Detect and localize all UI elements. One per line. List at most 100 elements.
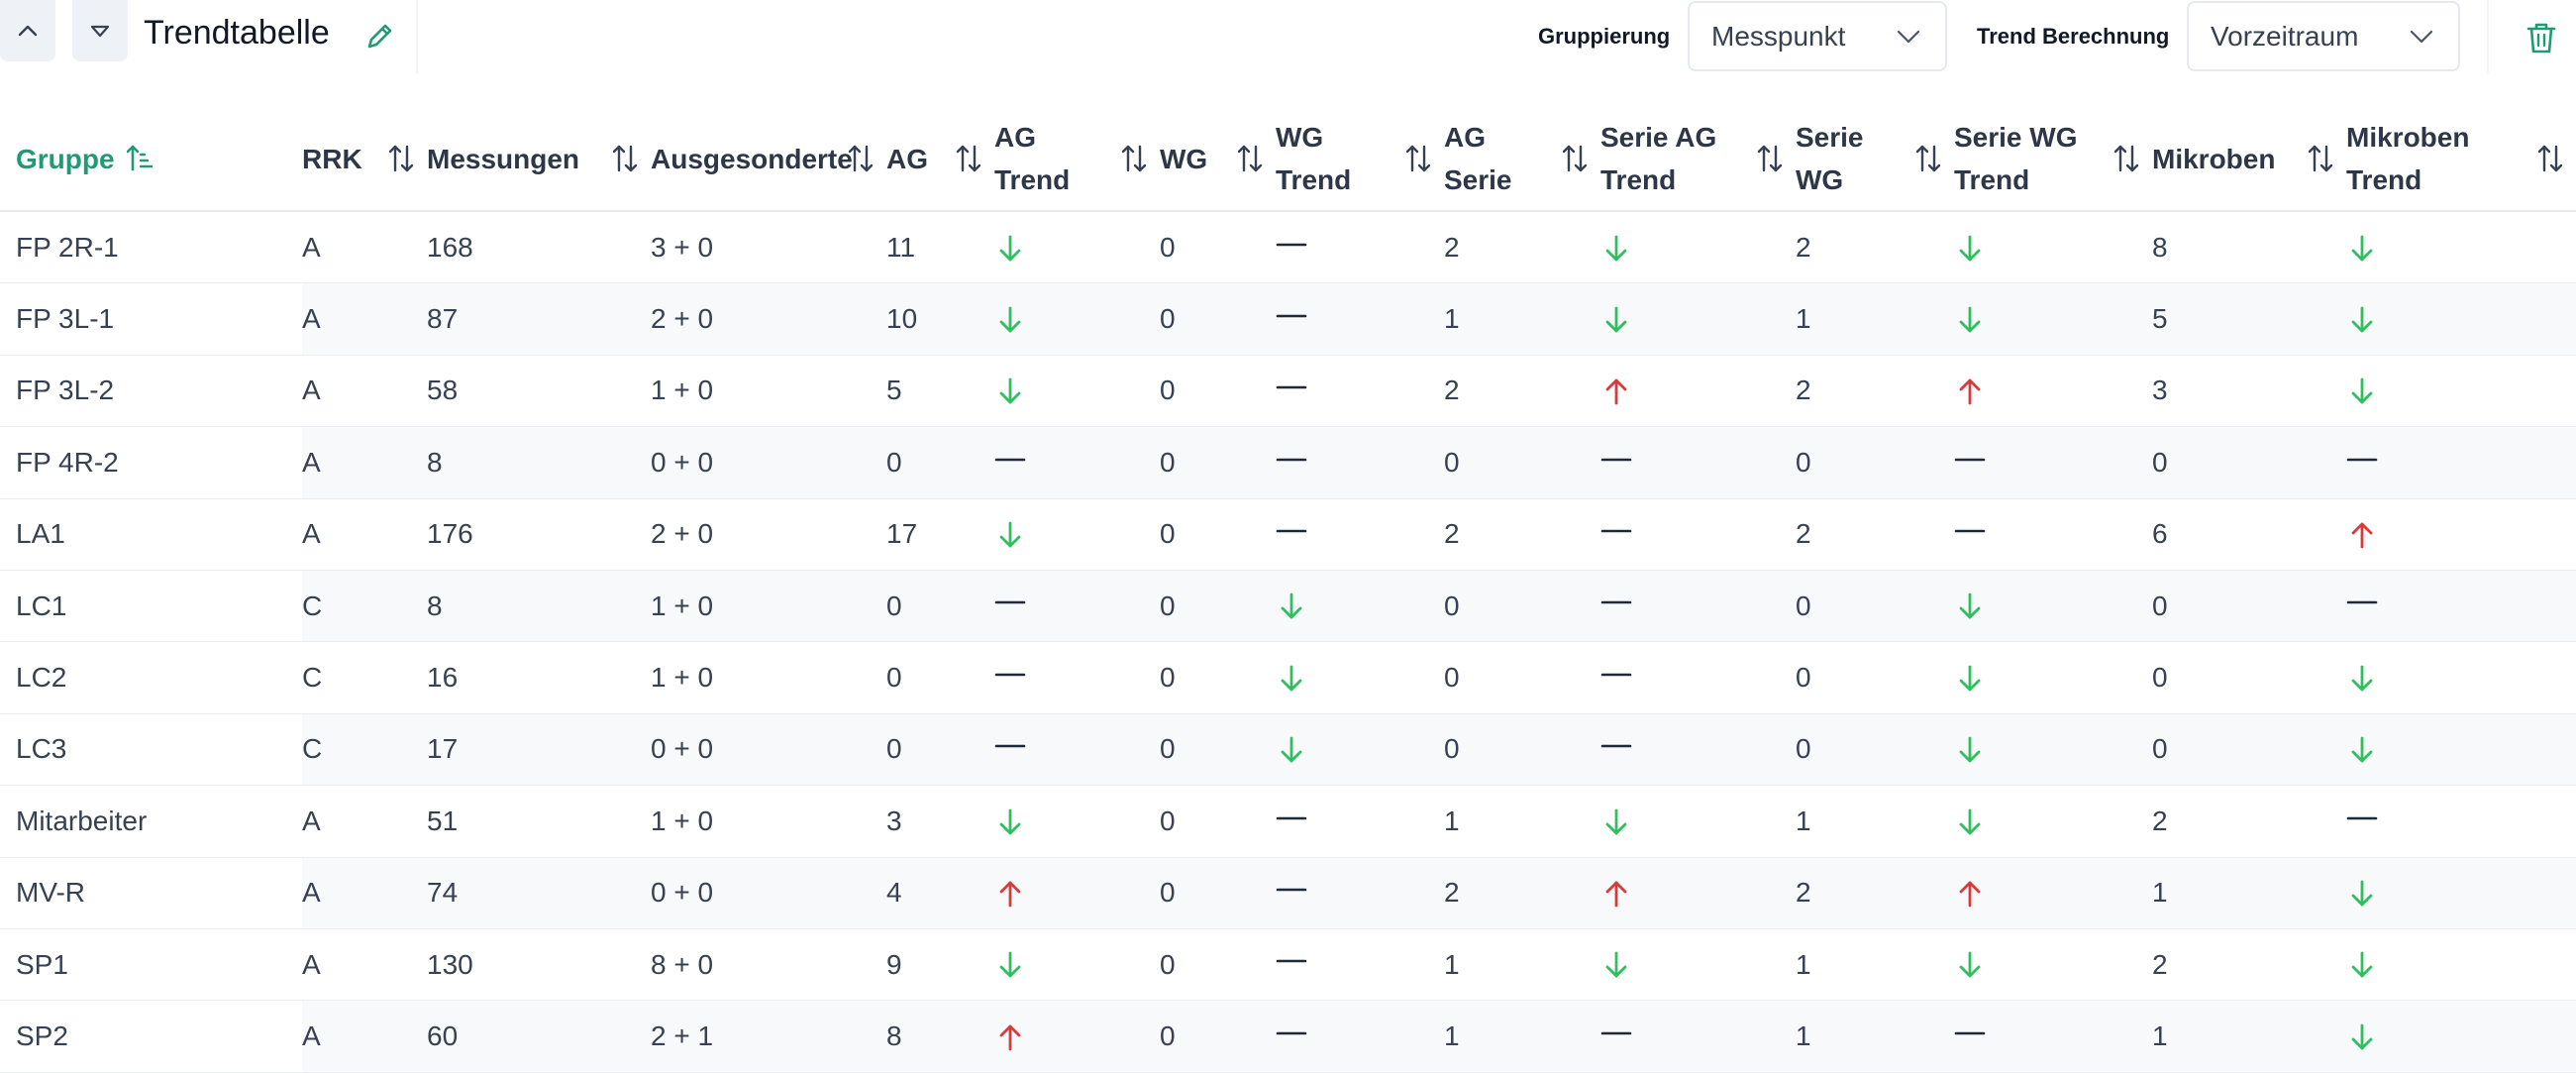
sort-icon[interactable] [1914, 143, 1942, 174]
cell-ag: 11 [886, 231, 916, 263]
dash-icon [1276, 314, 1307, 318]
column-header-ag-trend[interactable]: AG Trend [994, 107, 1160, 211]
column-header-rrk[interactable]: RRK [302, 107, 427, 211]
caret-down-icon [90, 25, 110, 38]
arrow-down-icon [1959, 306, 1981, 333]
sort-icon[interactable] [387, 143, 415, 174]
table-row[interactable]: FP 2R-1 A 168 3 + 0 11 0 2 2 8 [0, 211, 2576, 283]
toolbar-divider [2487, 0, 2489, 73]
cell-rrk: A [302, 375, 321, 406]
column-header-ag[interactable]: AG [886, 107, 994, 211]
column-header-serie-wg[interactable]: Serie WG [1796, 107, 1954, 211]
cell-mikroben-trend [2346, 857, 2576, 929]
sort-icon[interactable] [2112, 143, 2140, 174]
table-row[interactable]: FP 3L-2 A 58 1 + 0 5 0 2 2 3 [0, 355, 2576, 427]
cell-wg-trend [1276, 426, 1444, 499]
trend-calc-select-value: Vorzeitraum [2211, 20, 2359, 52]
column-header-ag-serie[interactable]: AG Serie [1444, 107, 1600, 211]
table-row[interactable]: SP1 A 130 8 + 0 9 0 1 1 2 [0, 928, 2576, 1001]
trash-icon[interactable] [2524, 20, 2559, 55]
arrow-down-icon [1281, 665, 1302, 692]
sort-icon[interactable] [1404, 143, 1432, 174]
table-row[interactable]: FP 3L-1 A 87 2 + 0 10 0 1 1 5 [0, 282, 2576, 356]
sort-icon[interactable] [955, 143, 982, 174]
sort-ascending-icon[interactable] [127, 143, 155, 174]
column-header-label: Ausgesonderte [651, 143, 853, 174]
sort-icon[interactable] [847, 143, 875, 174]
sort-icon[interactable] [2536, 143, 2564, 174]
column-header-mikroben-trend[interactable]: Mikroben Trend [2346, 107, 2576, 211]
grouping-select-value: Messpunkt [1711, 20, 1846, 52]
cell-serie-wg: 1 [1796, 948, 1811, 980]
cell-mikroben: 0 [2152, 426, 2346, 499]
cell-serie-ag-trend [1600, 355, 1796, 426]
grouping-select[interactable]: Messpunkt [1688, 1, 1947, 71]
cell-gruppe: FP 3L-1 [0, 282, 302, 356]
sort-icon[interactable] [2307, 143, 2334, 174]
sort-icon[interactable] [611, 143, 639, 174]
cell-rrk: A [302, 426, 427, 499]
sort-icon[interactable] [1561, 143, 1589, 174]
column-header-label: Messungen [427, 143, 580, 174]
table-row[interactable]: Mitarbeiter A 51 1 + 0 3 0 1 1 2 [0, 786, 2576, 858]
next-button[interactable] [72, 0, 128, 61]
dash-icon [1600, 673, 1632, 677]
dash-icon [994, 673, 1026, 677]
arrow-down-icon [1959, 593, 1981, 619]
cell-mikroben: 2 [2152, 805, 2168, 836]
cell-serie-wg-trend [1954, 928, 2152, 1000]
column-header-serie-ag-trend[interactable]: Serie AG Trend [1600, 107, 1796, 211]
cell-ag-trend [994, 498, 1160, 570]
table-body: FP 2R-1 A 168 3 + 0 11 0 2 2 8 FP 3L-1 A 87 2 + 0 10 0… [0, 211, 2576, 1073]
cell-wg: 0 [1160, 948, 1176, 980]
cell-gruppe: FP 4R-2 [0, 426, 302, 499]
cell-serie-ag-trend [1600, 642, 1796, 713]
cell-ausgesonderte: 1 + 0 [651, 375, 714, 406]
trend-calc-select[interactable]: Vorzeitraum [2187, 1, 2460, 71]
cell-serie-ag-trend [1600, 498, 1796, 570]
cell-serie-wg-trend [1954, 570, 2152, 642]
cell-messungen: 60 [427, 1000, 651, 1073]
cell-serie-wg-trend [1954, 355, 2152, 426]
sort-icon[interactable] [1120, 143, 1148, 174]
column-header-ausgesonderte[interactable]: Ausgesonderte [651, 107, 886, 211]
column-header-label: WG Trend [1276, 122, 1352, 195]
pencil-icon[interactable] [362, 20, 396, 54]
cell-ag: 4 [886, 857, 994, 929]
cell-rrk: C [302, 570, 427, 642]
cell-messungen: 58 [427, 375, 459, 406]
cell-gruppe: LC2 [16, 662, 67, 694]
cell-wg-trend [1276, 211, 1444, 283]
arrow-down-icon [1605, 235, 1627, 261]
column-header-mikroben[interactable]: Mikroben [2152, 107, 2346, 211]
column-header-messungen[interactable]: Messungen [427, 107, 651, 211]
table-row[interactable]: LA1 A 176 2 + 0 17 0 2 2 6 [0, 498, 2576, 571]
cell-mikroben: 0 [2152, 662, 2168, 694]
cell-ag: 0 [886, 713, 994, 786]
cell-wg-trend [1276, 857, 1444, 929]
cell-ag-serie: 1 [1444, 948, 1460, 980]
column-header-gruppe[interactable]: Gruppe [0, 107, 302, 211]
cell-rrk: A [302, 282, 427, 356]
sort-icon[interactable] [1236, 143, 1264, 174]
chevron-down-icon [1897, 30, 1920, 44]
column-header-wg-trend[interactable]: WG Trend [1276, 107, 1444, 211]
cell-ag-serie: 2 [1444, 375, 1460, 406]
previous-button[interactable] [0, 0, 55, 61]
sort-icon[interactable] [1756, 143, 1784, 174]
column-header-serie-wg-trend[interactable]: Serie WG Trend [1954, 107, 2152, 211]
cell-ausgesonderte: 0 + 0 [651, 713, 886, 786]
column-header-label: WG [1160, 143, 1208, 174]
column-header-wg[interactable]: WG [1160, 107, 1276, 211]
dash-icon [1954, 529, 1986, 533]
cell-serie-wg: 0 [1796, 570, 1954, 642]
cell-rrk: C [302, 713, 427, 786]
table-row[interactable]: LC2 C 16 1 + 0 0 0 0 0 0 [0, 642, 2576, 714]
arrow-down-icon [1959, 235, 1981, 261]
cell-ag-serie: 0 [1444, 570, 1600, 642]
